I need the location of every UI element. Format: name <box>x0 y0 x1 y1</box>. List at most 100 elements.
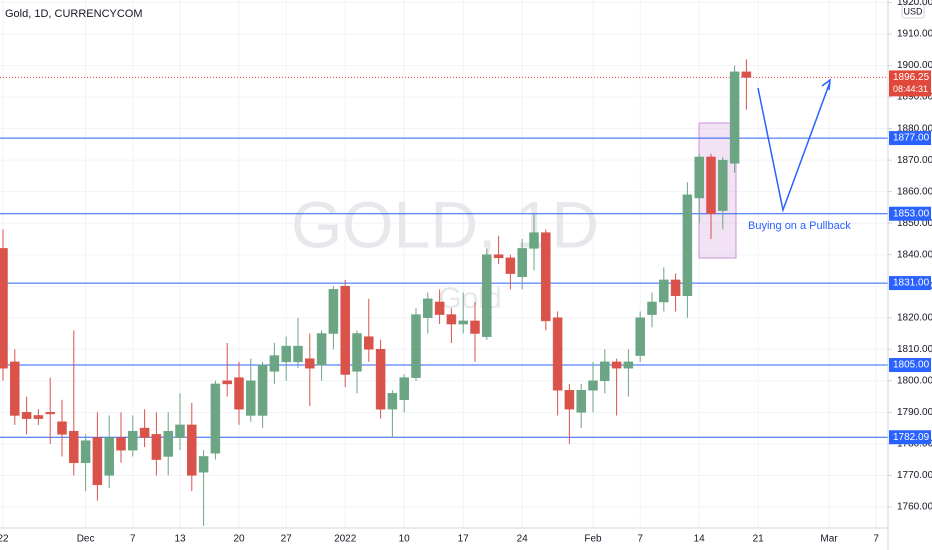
x-tick-label: 27 <box>281 534 293 545</box>
candle-body <box>706 156 716 214</box>
currency: USD <box>903 6 923 16</box>
x-tick-label: 7 <box>637 534 643 545</box>
y-tick-label: 1760.00 <box>897 502 932 513</box>
y-tick-label: 1920.00 <box>897 0 932 8</box>
candle-body <box>151 434 162 460</box>
candle-body <box>210 383 221 454</box>
candle-body <box>588 380 598 391</box>
candle-body <box>718 159 728 211</box>
candle-body <box>269 355 280 372</box>
candle-body <box>128 430 138 451</box>
watermark: GOLD, 1D <box>291 187 599 261</box>
candle-body <box>411 314 421 378</box>
x-tick-label: 10 <box>399 534 411 545</box>
y-tick-label: 1840.00 <box>897 249 932 260</box>
x-tick-label: 14 <box>694 534 706 545</box>
level-label: 1877.00 <box>893 133 930 144</box>
candle-body <box>576 389 586 413</box>
x-tick-label: 7 <box>873 534 879 545</box>
last-price-badge <box>889 70 931 97</box>
y-tick-label: 1900.00 <box>897 60 932 71</box>
candle-body <box>611 361 622 369</box>
candle-body <box>352 333 362 372</box>
x-tick-label: 17 <box>458 534 470 545</box>
candle-body <box>316 333 327 366</box>
candle-body <box>552 317 563 391</box>
candle-body <box>458 320 468 325</box>
candle-body <box>470 320 480 334</box>
candle-body <box>305 358 315 369</box>
annotation: Buying on a Pullback <box>748 220 851 232</box>
candle-body <box>246 380 256 416</box>
candle-body <box>45 412 55 415</box>
candle-body <box>541 232 551 322</box>
candle-body <box>293 345 303 363</box>
level-badge <box>889 131 931 146</box>
x-tick-label: 24 <box>517 534 529 545</box>
candle-body <box>482 254 492 337</box>
candle-body <box>635 317 645 356</box>
candle-body <box>92 437 103 486</box>
candle-body <box>187 424 197 476</box>
candle-body <box>57 421 67 435</box>
x-tick-label: 21 <box>753 534 765 545</box>
y-tick-label: 1890.00 <box>897 92 932 103</box>
candle-body <box>529 232 539 249</box>
level-badge <box>889 206 931 221</box>
y-tick-label: 1770.00 <box>897 470 932 481</box>
x-tick-label: Dec <box>77 534 95 545</box>
y-tick-label: 1880.00 <box>897 123 932 134</box>
level-label: 1853.00 <box>893 208 930 219</box>
candles <box>0 59 752 526</box>
candle-body <box>69 430 79 463</box>
x-tick-label: Mar <box>820 534 838 545</box>
candle-body <box>10 361 20 416</box>
candle-body <box>340 285 350 375</box>
candle-body <box>198 456 209 473</box>
candle-body <box>694 156 704 199</box>
x-tick-label: 20 <box>233 534 245 545</box>
candle-body <box>729 71 740 164</box>
candle-body <box>647 301 657 315</box>
candle-body <box>175 424 185 438</box>
candle-body <box>257 364 268 416</box>
candle-body <box>682 194 693 296</box>
candle-body <box>623 361 634 369</box>
y-tick-label: 1790.00 <box>897 407 932 418</box>
candle-body <box>234 377 244 410</box>
candle-body <box>163 430 173 457</box>
candle-body <box>0 248 8 369</box>
y-tick-label: 1800.00 <box>897 375 932 386</box>
candle-body <box>104 437 114 476</box>
candle-body <box>446 314 457 325</box>
y-tick-label: 1810.00 <box>897 344 932 355</box>
y-tick-label: 1870.00 <box>897 155 932 166</box>
level-label: 1805.00 <box>893 360 930 371</box>
chart-title: Gold, 1D, CURRENCYCOM <box>5 8 143 20</box>
arrow-head <box>821 78 831 91</box>
candle-body <box>80 440 91 463</box>
x-tick-label: 7 <box>130 534 136 545</box>
candle-body <box>659 279 669 303</box>
candle-body <box>328 289 339 334</box>
candle-body <box>493 254 504 259</box>
highlight-box <box>698 122 737 259</box>
candle-body <box>600 361 610 382</box>
level-badge <box>889 276 931 291</box>
level-badge <box>889 358 931 373</box>
candle-body <box>139 427 150 438</box>
levels <box>0 76 888 438</box>
projection-arrow <box>757 81 831 213</box>
candle-body <box>222 380 232 385</box>
candle-body <box>564 389 575 410</box>
candle-body <box>423 298 433 318</box>
y-tick-label: 1860.00 <box>897 186 932 197</box>
candle-body <box>434 301 445 315</box>
candle-body <box>670 279 681 296</box>
x-tick-label: 13 <box>174 534 186 545</box>
level-badge <box>889 430 931 445</box>
x-tick-label: 22 <box>0 534 9 545</box>
candle-body <box>33 415 44 419</box>
candle-body <box>741 71 752 78</box>
